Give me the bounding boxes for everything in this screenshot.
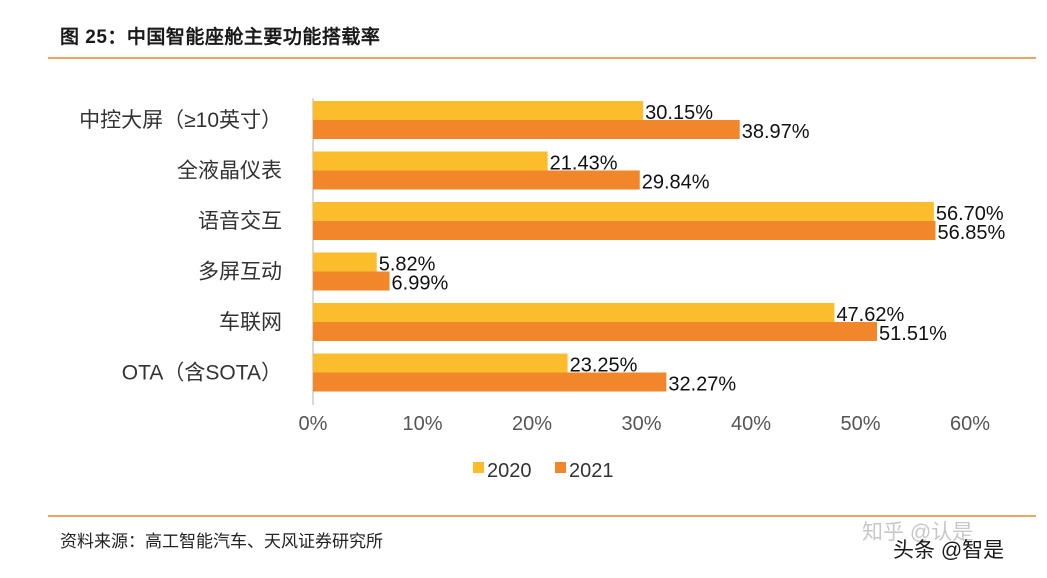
bar-2020 xyxy=(313,353,568,373)
data-label: 6.99% xyxy=(392,273,449,295)
category-label: 多屏互动 xyxy=(198,261,282,284)
bar-2020 xyxy=(313,101,644,120)
chart-title: 图 25：中国智能座舱主要功能搭载率 xyxy=(60,27,381,48)
bar-2021 xyxy=(313,221,936,240)
data-label: 23.25% xyxy=(570,355,638,377)
watermark-faint: 知乎 @认是 xyxy=(862,521,974,544)
data-label: 38.97% xyxy=(742,121,810,143)
x-tick-label: 10% xyxy=(402,413,442,435)
source-note: 资料来源：高工智能汽车、天风证券研究所 xyxy=(60,532,383,551)
legend-swatch-2020 xyxy=(473,462,484,473)
data-label: 21.43% xyxy=(550,153,618,175)
category-label: 中控大屏（≥10英寸） xyxy=(79,109,282,132)
bar-2021 xyxy=(313,170,640,190)
bottom-divider xyxy=(48,515,1036,517)
bar-2021 xyxy=(313,372,667,392)
category-label: OTA（含SOTA） xyxy=(122,362,282,385)
data-label: 32.27% xyxy=(668,374,736,396)
bar-2020 xyxy=(313,202,934,221)
bar-2021 xyxy=(313,322,878,341)
x-tick-label: 0% xyxy=(299,413,328,435)
x-tick-label: 20% xyxy=(512,413,552,435)
data-label: 47.62% xyxy=(836,304,904,326)
legend-label: 2020 xyxy=(487,460,532,482)
data-label: 5.82% xyxy=(379,254,436,276)
bar-2020 xyxy=(313,303,835,322)
category-label: 车联网 xyxy=(219,311,282,334)
data-label: 56.70% xyxy=(936,203,1004,225)
data-label: 51.51% xyxy=(879,323,947,345)
data-label: 29.84% xyxy=(642,172,710,194)
x-tick-label: 50% xyxy=(840,413,880,435)
watermark: 头条 @智是 xyxy=(893,539,1005,562)
data-label: 56.85% xyxy=(938,222,1006,244)
data-label: 30.15% xyxy=(645,102,713,124)
legend-label: 2021 xyxy=(569,460,614,482)
x-tick-label: 60% xyxy=(950,413,990,435)
x-tick-label: 30% xyxy=(621,413,661,435)
category-label: 语音交互 xyxy=(198,210,282,233)
top-divider xyxy=(48,57,1036,59)
bar-2021 xyxy=(313,120,740,139)
category-label: 全液晶仪表 xyxy=(177,160,282,183)
x-tick-label: 40% xyxy=(731,413,771,435)
bar-2020 xyxy=(313,252,377,272)
bar-2020 xyxy=(313,151,548,171)
legend-swatch-2021 xyxy=(555,462,566,473)
bar-2021 xyxy=(313,271,390,291)
